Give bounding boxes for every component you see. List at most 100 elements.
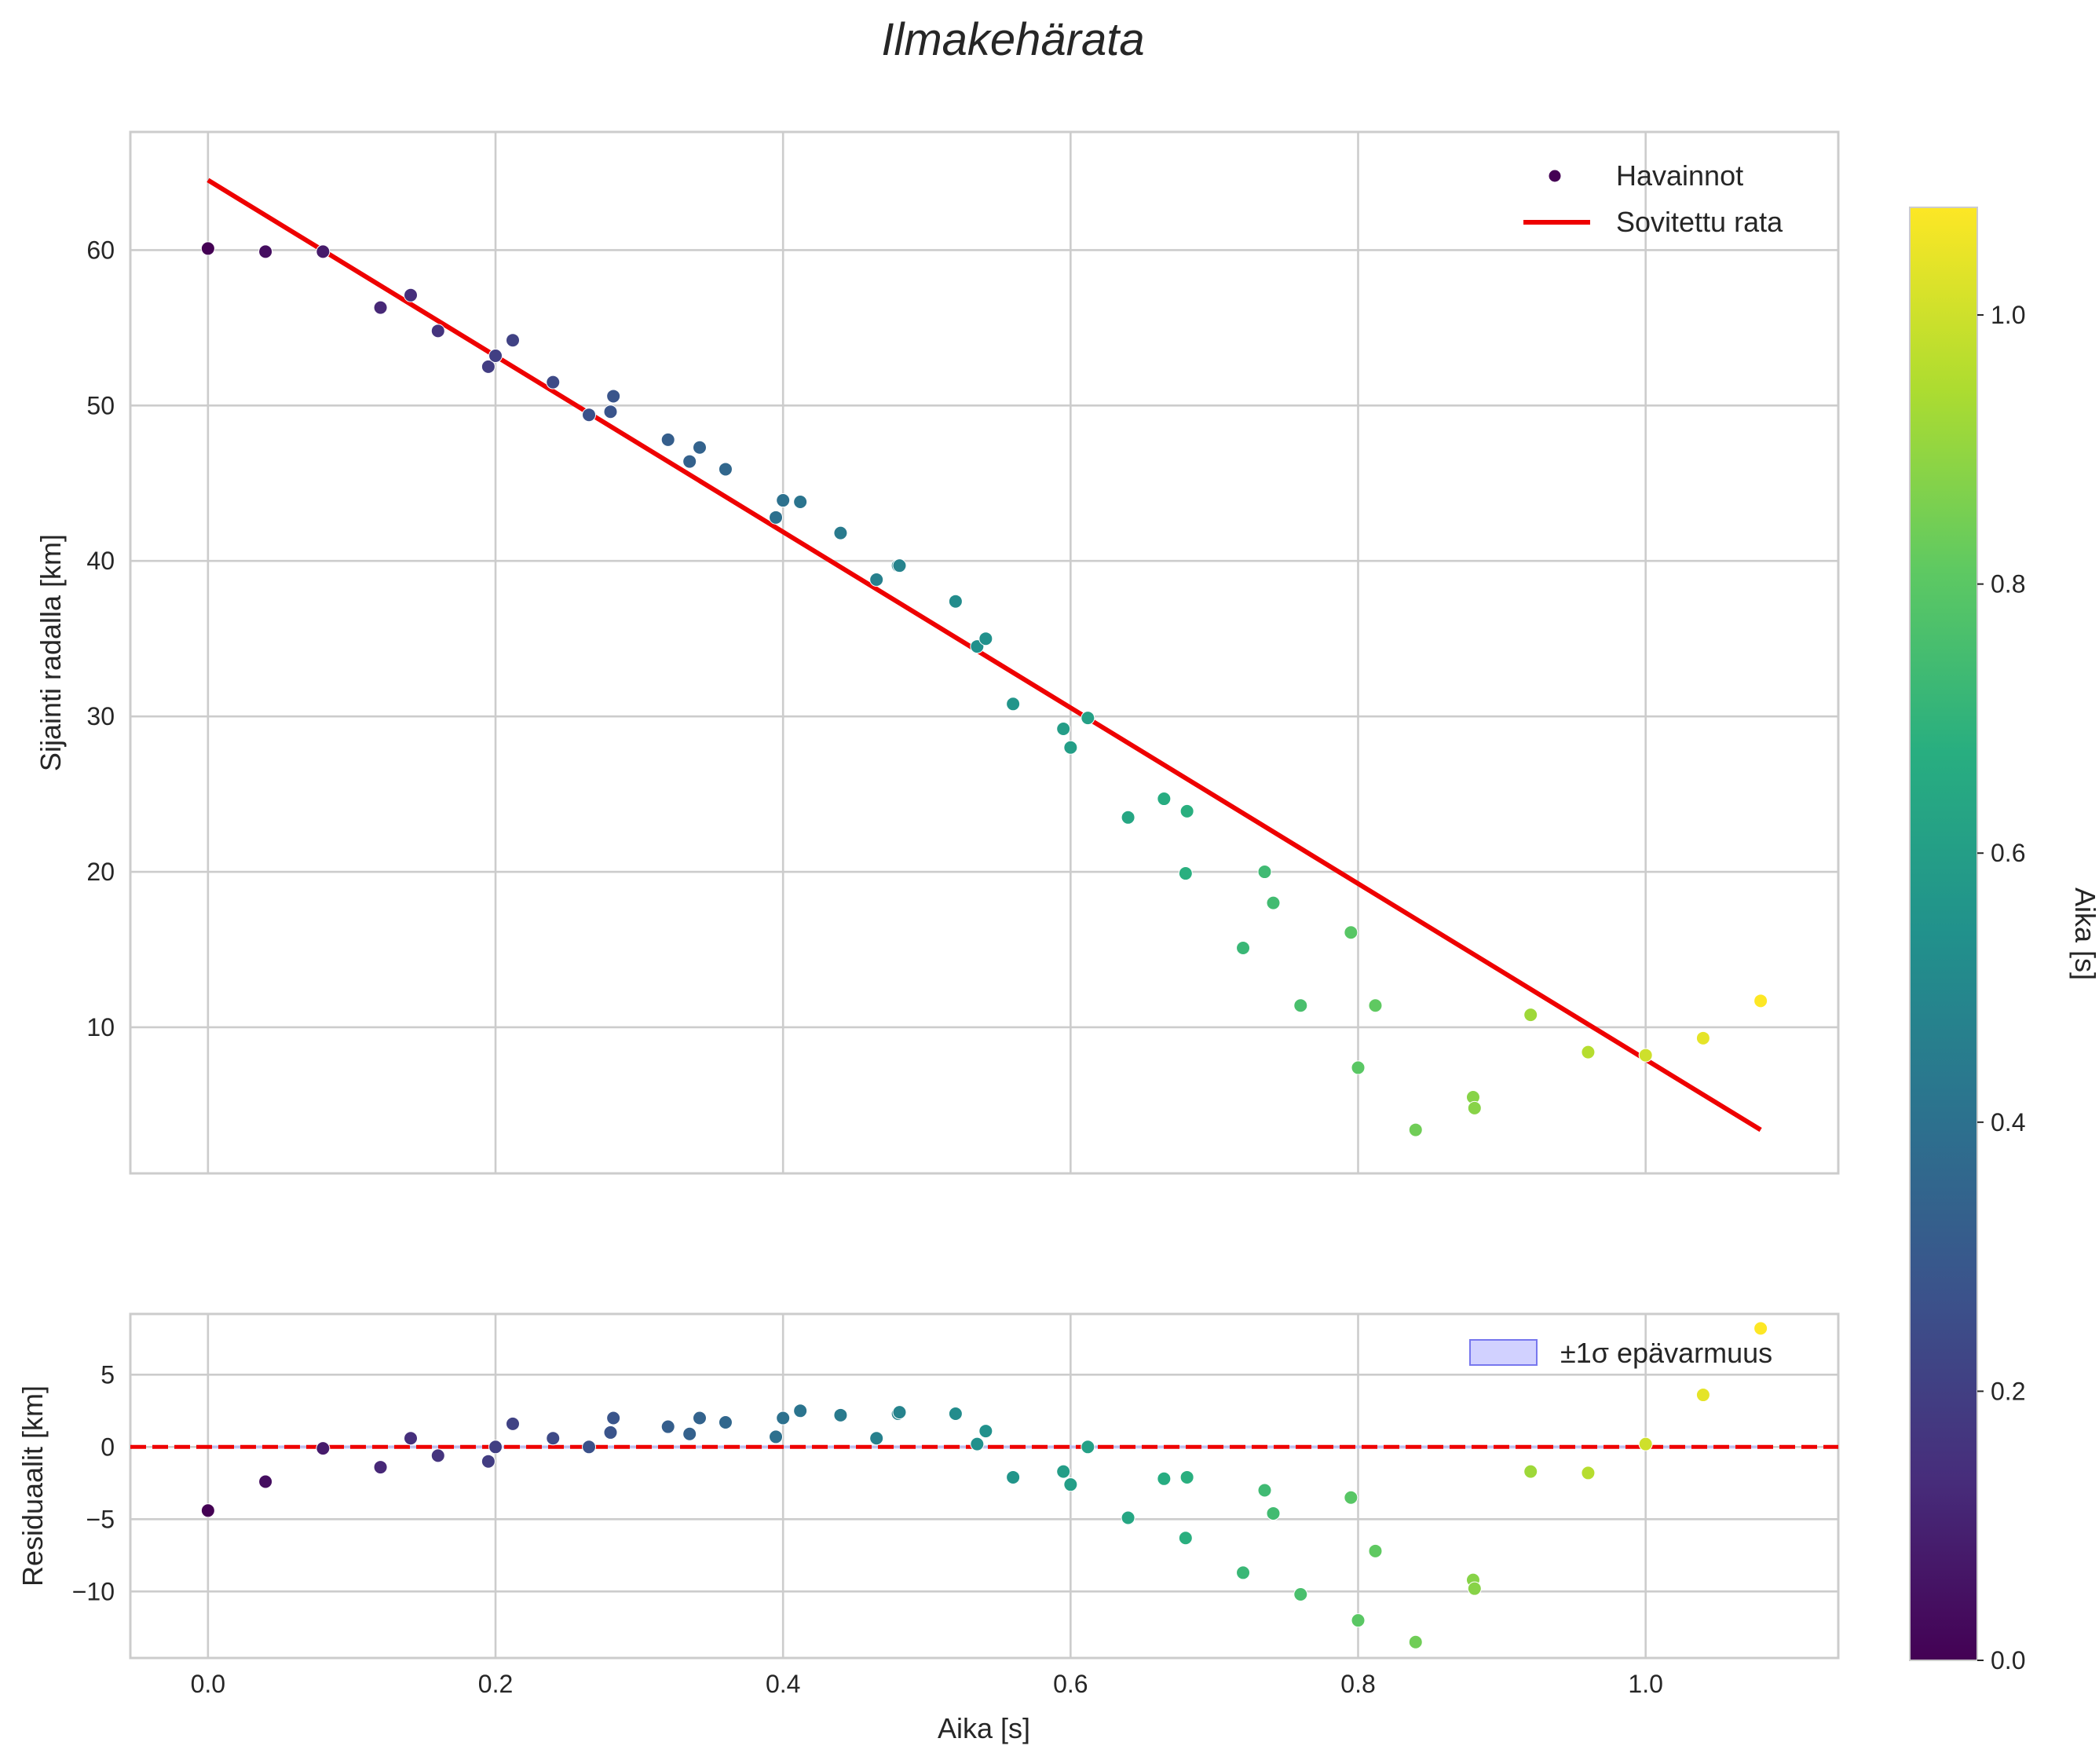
- data-point: [481, 359, 495, 374]
- main-plot-frame: [129, 130, 1840, 1175]
- x-tick-labels: 0.0 0.2 0.4 0.6 0.8 1.0: [191, 1670, 1663, 1698]
- x-tick-label: 0.8: [1340, 1670, 1375, 1698]
- residual-point: [488, 1440, 503, 1455]
- residual-point: [718, 1415, 733, 1430]
- data-point: [978, 631, 993, 646]
- residual-point: [793, 1404, 808, 1418]
- legend-points-marker: [1548, 169, 1562, 183]
- residual-point: [1179, 1469, 1194, 1484]
- data-point: [660, 432, 675, 447]
- residual-point: [258, 1474, 273, 1489]
- residual-point: [481, 1454, 495, 1469]
- main-y-tick-label: 10: [86, 1013, 115, 1041]
- residual-point: [693, 1411, 707, 1425]
- main-y-axis-label: Sijainti radalla [km]: [35, 534, 67, 771]
- data-point: [1581, 1045, 1596, 1059]
- residual-point: [316, 1441, 331, 1456]
- data-point: [1081, 711, 1095, 726]
- residual-y-tick-label: −10: [72, 1577, 115, 1605]
- chart-title: Ilmakehärata: [881, 14, 1144, 65]
- data-point: [1006, 697, 1021, 712]
- colorbar-tick-label: 0.8: [1991, 570, 2025, 598]
- colorbar-tick-label: 0.4: [1991, 1108, 2025, 1136]
- residual-y-tick-label: 5: [101, 1360, 115, 1389]
- residual-plot-frame: [129, 1312, 1840, 1660]
- data-point: [892, 558, 907, 573]
- colorbar-tick-label: 1.0: [1991, 301, 2025, 329]
- main-y-tick-labels: 10 20 30 40 50 60: [86, 236, 115, 1041]
- residual-point: [430, 1448, 445, 1463]
- residual-point: [404, 1431, 419, 1446]
- residual-point: [948, 1406, 963, 1421]
- residual-point: [869, 1431, 884, 1446]
- residual-y-axis-label: Residuaalit [km]: [16, 1385, 49, 1587]
- residual-point: [1368, 1543, 1383, 1558]
- residual-point: [1523, 1464, 1538, 1479]
- residual-point: [682, 1426, 697, 1441]
- data-point: [1063, 740, 1078, 755]
- data-point: [200, 241, 215, 256]
- data-point: [316, 244, 331, 259]
- data-point: [1638, 1048, 1653, 1063]
- residual-point: [1006, 1469, 1021, 1484]
- residual-point: [1638, 1436, 1653, 1451]
- residual-point: [582, 1440, 597, 1455]
- residual-point: [1178, 1531, 1193, 1546]
- fit-line: [207, 177, 1762, 1133]
- legend-fit-label: Sovitettu rata: [1616, 206, 1783, 238]
- data-point: [1266, 895, 1281, 910]
- residual-plot: −10 −5 0 5 0.0 0.2 0.4 0.6 0.8 1.0 Residuaalit […: [16, 1312, 1840, 1744]
- data-point: [1344, 925, 1358, 940]
- data-point: [1257, 865, 1272, 880]
- residual-point: [1351, 1613, 1366, 1628]
- residual-point: [892, 1405, 907, 1420]
- data-point: [693, 440, 707, 455]
- main-y-tick-label: 50: [86, 391, 115, 419]
- data-point: [505, 333, 520, 348]
- residual-point: [1056, 1464, 1071, 1479]
- main-y-tick-label: 60: [86, 236, 115, 264]
- x-tick-label: 0.6: [1053, 1670, 1088, 1698]
- residual-point: [1293, 1587, 1308, 1602]
- legend-points-label: Havainnot: [1616, 159, 1743, 192]
- colorbar: 0.0 0.2 0.4 0.6 0.8 1.0 Aika [s]: [1909, 207, 2099, 1674]
- residual-point: [978, 1424, 993, 1439]
- data-point: [582, 408, 597, 423]
- legend-band-swatch: [1469, 1339, 1538, 1366]
- residual-point: [1695, 1388, 1710, 1403]
- data-point: [833, 525, 848, 540]
- data-point: [718, 462, 733, 477]
- data-point: [1695, 1030, 1710, 1045]
- main-points: [200, 241, 1768, 1137]
- colorbar-tick-labels: 0.0 0.2 0.4 0.6 0.8 1.0: [1977, 301, 2025, 1674]
- data-point: [1523, 1008, 1538, 1023]
- main-y-tick-label: 20: [86, 858, 115, 886]
- residual-point: [1344, 1490, 1358, 1505]
- residual-point: [1753, 1321, 1768, 1336]
- residual-point: [1157, 1471, 1172, 1486]
- x-tick-label: 1.0: [1628, 1670, 1662, 1698]
- residual-point: [1266, 1506, 1281, 1521]
- residual-point: [373, 1460, 388, 1475]
- residual-point: [546, 1431, 561, 1446]
- residual-point: [1257, 1483, 1272, 1498]
- legend-band-label: ±1σ epävarmuus: [1560, 1337, 1772, 1369]
- residual-y-tick-label: −5: [86, 1505, 115, 1533]
- data-point: [404, 287, 419, 302]
- data-point: [373, 300, 388, 315]
- data-point: [1467, 1100, 1482, 1115]
- data-point: [1368, 998, 1383, 1013]
- residual-points: [200, 1321, 1768, 1649]
- data-point: [776, 493, 791, 508]
- data-point: [1753, 994, 1768, 1008]
- x-tick-label: 0.2: [478, 1670, 513, 1698]
- data-point: [1408, 1122, 1423, 1137]
- data-point: [769, 510, 784, 525]
- data-point: [682, 454, 697, 469]
- residual-point: [505, 1416, 520, 1431]
- residual-legend: ±1σ epävarmuus: [1469, 1337, 1772, 1369]
- data-point: [488, 348, 503, 363]
- colorbar-tick-label: 0.2: [1991, 1377, 2025, 1405]
- data-point: [603, 404, 618, 419]
- residual-point: [606, 1411, 621, 1425]
